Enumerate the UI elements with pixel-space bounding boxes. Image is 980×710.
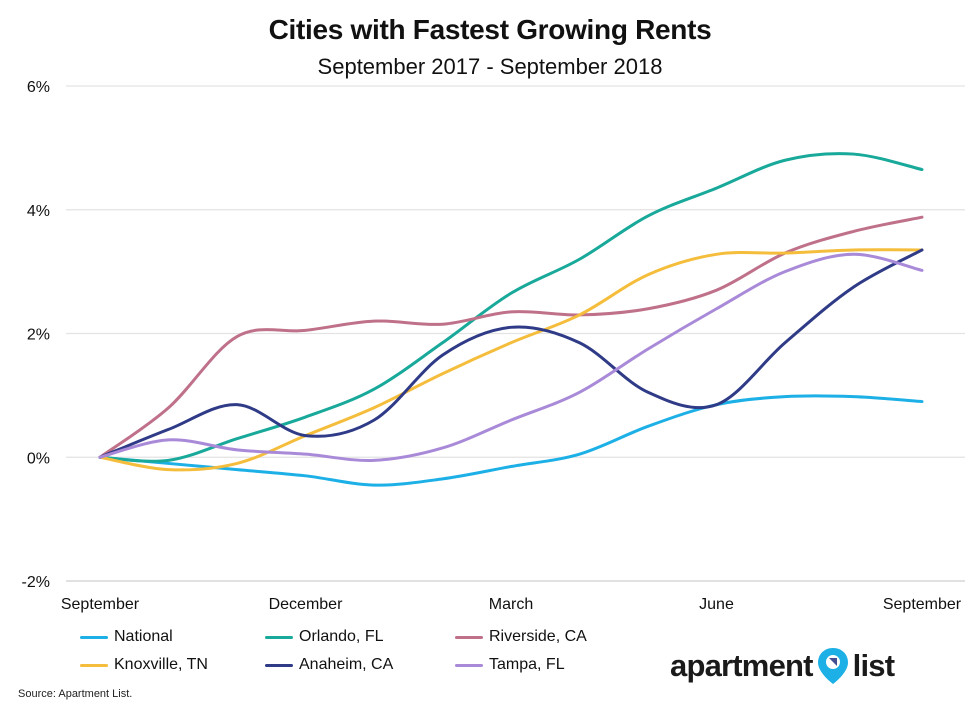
chart-subtitle: September 2017 - September 2018 xyxy=(317,54,663,79)
legend-item: Riverside, CA xyxy=(455,628,587,646)
x-axis-tick-labels: September December March June September xyxy=(61,596,962,613)
y-tick-label: 4% xyxy=(27,203,50,220)
legend-label: National xyxy=(114,628,173,645)
series-line-anaheim-ca xyxy=(98,248,924,459)
legend-label: Knoxville, TN xyxy=(114,656,208,673)
gridlines xyxy=(66,85,965,582)
legend-swatch xyxy=(265,663,293,667)
series-line-knoxville-tn xyxy=(98,248,924,472)
legend-swatch xyxy=(455,663,483,667)
legend-swatch xyxy=(455,635,483,639)
chart-title: Cities with Fastest Growing Rents xyxy=(268,14,712,45)
legend-label: Tampa, FL xyxy=(489,656,565,673)
x-tick-label: June xyxy=(699,596,734,613)
y-axis-tick-labels: -2% 0% 2% 4% 6% xyxy=(22,79,50,591)
legend-item: National xyxy=(80,628,173,646)
apartment-list-logo: apartment list xyxy=(670,646,895,686)
legend-label: Anaheim, CA xyxy=(299,656,394,673)
legend-swatch xyxy=(80,635,108,639)
series-lines xyxy=(98,152,924,487)
y-tick-label: 2% xyxy=(27,327,50,344)
logo-text-right: list xyxy=(852,648,895,683)
x-tick-label: September xyxy=(883,596,962,613)
legend-swatch xyxy=(80,663,108,667)
legend-item: Knoxville, TN xyxy=(80,656,208,674)
x-tick-label: March xyxy=(489,596,533,613)
legend-swatch xyxy=(265,635,293,639)
y-tick-label: -2% xyxy=(22,574,50,591)
x-tick-label: September xyxy=(61,596,140,613)
legend-item: Tampa, FL xyxy=(455,656,565,674)
y-tick-label: 0% xyxy=(27,450,50,467)
series-line-orlando-fl xyxy=(98,152,924,463)
legend-item: Anaheim, CA xyxy=(265,656,393,674)
logo-text-left: apartment xyxy=(670,648,813,683)
legend-item: Orlando, FL xyxy=(265,628,383,646)
source-note: Source: Apartment List. xyxy=(18,688,133,700)
y-tick-label: 6% xyxy=(27,79,50,96)
series-line-national xyxy=(98,394,924,487)
legend-label: Riverside, CA xyxy=(489,628,587,645)
x-tick-label: December xyxy=(269,596,343,613)
series-line-tampa-fl xyxy=(98,252,924,462)
location-pin-icon xyxy=(817,648,848,684)
legend-label: Orlando, FL xyxy=(299,628,384,645)
